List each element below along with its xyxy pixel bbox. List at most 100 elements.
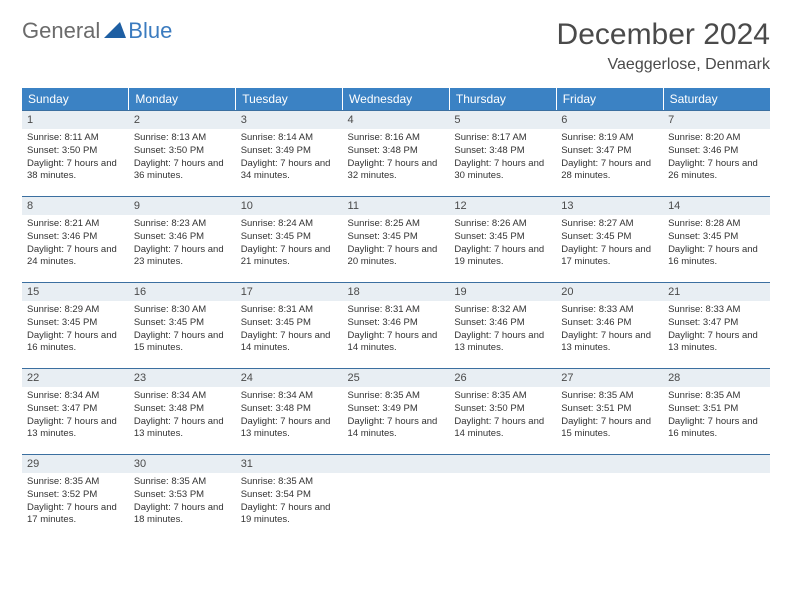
location-label: Vaeggerlose, Denmark bbox=[557, 56, 770, 74]
day-body: Sunrise: 8:30 AMSunset: 3:45 PMDaylight:… bbox=[129, 301, 236, 357]
calendar-table: SundayMondayTuesdayWednesdayThursdayFrid… bbox=[22, 88, 770, 540]
sunrise-line: Sunrise: 8:35 AM bbox=[348, 390, 445, 403]
calendar-row: 8Sunrise: 8:21 AMSunset: 3:46 PMDaylight… bbox=[22, 196, 770, 282]
sunset-line: Sunset: 3:51 PM bbox=[668, 403, 765, 416]
sunrise-line: Sunrise: 8:11 AM bbox=[27, 132, 124, 145]
calendar-cell: 19Sunrise: 8:32 AMSunset: 3:46 PMDayligh… bbox=[449, 282, 556, 368]
calendar-cell: . bbox=[343, 454, 450, 540]
day-number: 26 bbox=[449, 368, 556, 387]
calendar-cell: 22Sunrise: 8:34 AMSunset: 3:47 PMDayligh… bbox=[22, 368, 129, 454]
weekday-header: Friday bbox=[556, 88, 663, 110]
calendar-cell: 20Sunrise: 8:33 AMSunset: 3:46 PMDayligh… bbox=[556, 282, 663, 368]
sunrise-line: Sunrise: 8:19 AM bbox=[561, 132, 658, 145]
title-block: December 2024 Vaeggerlose, Denmark bbox=[557, 18, 770, 74]
day-number: . bbox=[449, 454, 556, 473]
weekday-header: Wednesday bbox=[343, 88, 450, 110]
sunrise-line: Sunrise: 8:34 AM bbox=[134, 390, 231, 403]
daylight-line: Daylight: 7 hours and 20 minutes. bbox=[348, 244, 445, 270]
sunset-line: Sunset: 3:45 PM bbox=[668, 231, 765, 244]
daylight-line: Daylight: 7 hours and 14 minutes. bbox=[241, 330, 338, 356]
sunrise-line: Sunrise: 8:14 AM bbox=[241, 132, 338, 145]
daylight-line: Daylight: 7 hours and 14 minutes. bbox=[348, 330, 445, 356]
sunset-line: Sunset: 3:48 PM bbox=[454, 145, 551, 158]
sunrise-line: Sunrise: 8:27 AM bbox=[561, 218, 658, 231]
sunrise-line: Sunrise: 8:17 AM bbox=[454, 132, 551, 145]
day-number: 6 bbox=[556, 110, 663, 129]
day-body: Sunrise: 8:34 AMSunset: 3:48 PMDaylight:… bbox=[129, 387, 236, 443]
day-body: Sunrise: 8:34 AMSunset: 3:47 PMDaylight:… bbox=[22, 387, 129, 443]
day-body: Sunrise: 8:20 AMSunset: 3:46 PMDaylight:… bbox=[663, 129, 770, 185]
day-number: 2 bbox=[129, 110, 236, 129]
calendar-cell: 2Sunrise: 8:13 AMSunset: 3:50 PMDaylight… bbox=[129, 110, 236, 196]
weekday-header-row: SundayMondayTuesdayWednesdayThursdayFrid… bbox=[22, 88, 770, 110]
calendar-cell: 24Sunrise: 8:34 AMSunset: 3:48 PMDayligh… bbox=[236, 368, 343, 454]
day-body: Sunrise: 8:33 AMSunset: 3:46 PMDaylight:… bbox=[556, 301, 663, 357]
calendar-cell: 8Sunrise: 8:21 AMSunset: 3:46 PMDaylight… bbox=[22, 196, 129, 282]
calendar-cell: 9Sunrise: 8:23 AMSunset: 3:46 PMDaylight… bbox=[129, 196, 236, 282]
day-body: Sunrise: 8:26 AMSunset: 3:45 PMDaylight:… bbox=[449, 215, 556, 271]
calendar-cell: 10Sunrise: 8:24 AMSunset: 3:45 PMDayligh… bbox=[236, 196, 343, 282]
sunrise-line: Sunrise: 8:20 AM bbox=[668, 132, 765, 145]
day-body: Sunrise: 8:35 AMSunset: 3:52 PMDaylight:… bbox=[22, 473, 129, 529]
weekday-header: Monday bbox=[129, 88, 236, 110]
calendar-cell: 17Sunrise: 8:31 AMSunset: 3:45 PMDayligh… bbox=[236, 282, 343, 368]
daylight-line: Daylight: 7 hours and 21 minutes. bbox=[241, 244, 338, 270]
daylight-line: Daylight: 7 hours and 26 minutes. bbox=[668, 158, 765, 184]
sunset-line: Sunset: 3:45 PM bbox=[241, 231, 338, 244]
day-body: Sunrise: 8:35 AMSunset: 3:51 PMDaylight:… bbox=[556, 387, 663, 443]
day-body: Sunrise: 8:31 AMSunset: 3:46 PMDaylight:… bbox=[343, 301, 450, 357]
sunrise-line: Sunrise: 8:16 AM bbox=[348, 132, 445, 145]
daylight-line: Daylight: 7 hours and 16 minutes. bbox=[27, 330, 124, 356]
calendar-cell: 16Sunrise: 8:30 AMSunset: 3:45 PMDayligh… bbox=[129, 282, 236, 368]
daylight-line: Daylight: 7 hours and 24 minutes. bbox=[27, 244, 124, 270]
sunset-line: Sunset: 3:48 PM bbox=[134, 403, 231, 416]
day-body: Sunrise: 8:31 AMSunset: 3:45 PMDaylight:… bbox=[236, 301, 343, 357]
day-body: Sunrise: 8:14 AMSunset: 3:49 PMDaylight:… bbox=[236, 129, 343, 185]
sunset-line: Sunset: 3:47 PM bbox=[27, 403, 124, 416]
brand-text-general: General bbox=[22, 18, 100, 44]
daylight-line: Daylight: 7 hours and 34 minutes. bbox=[241, 158, 338, 184]
sunrise-line: Sunrise: 8:28 AM bbox=[668, 218, 765, 231]
sunset-line: Sunset: 3:45 PM bbox=[348, 231, 445, 244]
day-number: 12 bbox=[449, 196, 556, 215]
sunrise-line: Sunrise: 8:25 AM bbox=[348, 218, 445, 231]
sunrise-line: Sunrise: 8:35 AM bbox=[134, 476, 231, 489]
day-number: 11 bbox=[343, 196, 450, 215]
daylight-line: Daylight: 7 hours and 23 minutes. bbox=[134, 244, 231, 270]
day-number: 31 bbox=[236, 454, 343, 473]
day-body: Sunrise: 8:16 AMSunset: 3:48 PMDaylight:… bbox=[343, 129, 450, 185]
sunset-line: Sunset: 3:47 PM bbox=[561, 145, 658, 158]
day-body: Sunrise: 8:24 AMSunset: 3:45 PMDaylight:… bbox=[236, 215, 343, 271]
calendar-row: 29Sunrise: 8:35 AMSunset: 3:52 PMDayligh… bbox=[22, 454, 770, 540]
sunrise-line: Sunrise: 8:32 AM bbox=[454, 304, 551, 317]
calendar-cell: 5Sunrise: 8:17 AMSunset: 3:48 PMDaylight… bbox=[449, 110, 556, 196]
day-body: Sunrise: 8:34 AMSunset: 3:48 PMDaylight:… bbox=[236, 387, 343, 443]
sunset-line: Sunset: 3:46 PM bbox=[454, 317, 551, 330]
daylight-line: Daylight: 7 hours and 32 minutes. bbox=[348, 158, 445, 184]
sunset-line: Sunset: 3:53 PM bbox=[134, 489, 231, 502]
sunset-line: Sunset: 3:45 PM bbox=[241, 317, 338, 330]
calendar-body: 1Sunrise: 8:11 AMSunset: 3:50 PMDaylight… bbox=[22, 110, 770, 540]
day-body: Sunrise: 8:17 AMSunset: 3:48 PMDaylight:… bbox=[449, 129, 556, 185]
weekday-header: Saturday bbox=[663, 88, 770, 110]
daylight-line: Daylight: 7 hours and 14 minutes. bbox=[454, 416, 551, 442]
sunset-line: Sunset: 3:51 PM bbox=[561, 403, 658, 416]
day-number: 29 bbox=[22, 454, 129, 473]
calendar-cell: 29Sunrise: 8:35 AMSunset: 3:52 PMDayligh… bbox=[22, 454, 129, 540]
sunset-line: Sunset: 3:50 PM bbox=[27, 145, 124, 158]
day-number: 16 bbox=[129, 282, 236, 301]
day-number: 24 bbox=[236, 368, 343, 387]
day-number: 25 bbox=[343, 368, 450, 387]
calendar-cell: 21Sunrise: 8:33 AMSunset: 3:47 PMDayligh… bbox=[663, 282, 770, 368]
day-body: Sunrise: 8:35 AMSunset: 3:50 PMDaylight:… bbox=[449, 387, 556, 443]
calendar-cell: 1Sunrise: 8:11 AMSunset: 3:50 PMDaylight… bbox=[22, 110, 129, 196]
sunset-line: Sunset: 3:46 PM bbox=[27, 231, 124, 244]
calendar-cell: 28Sunrise: 8:35 AMSunset: 3:51 PMDayligh… bbox=[663, 368, 770, 454]
day-number: 19 bbox=[449, 282, 556, 301]
daylight-line: Daylight: 7 hours and 19 minutes. bbox=[454, 244, 551, 270]
day-body: Sunrise: 8:35 AMSunset: 3:49 PMDaylight:… bbox=[343, 387, 450, 443]
sunset-line: Sunset: 3:45 PM bbox=[134, 317, 231, 330]
day-number: 22 bbox=[22, 368, 129, 387]
daylight-line: Daylight: 7 hours and 13 minutes. bbox=[27, 416, 124, 442]
calendar-cell: 7Sunrise: 8:20 AMSunset: 3:46 PMDaylight… bbox=[663, 110, 770, 196]
